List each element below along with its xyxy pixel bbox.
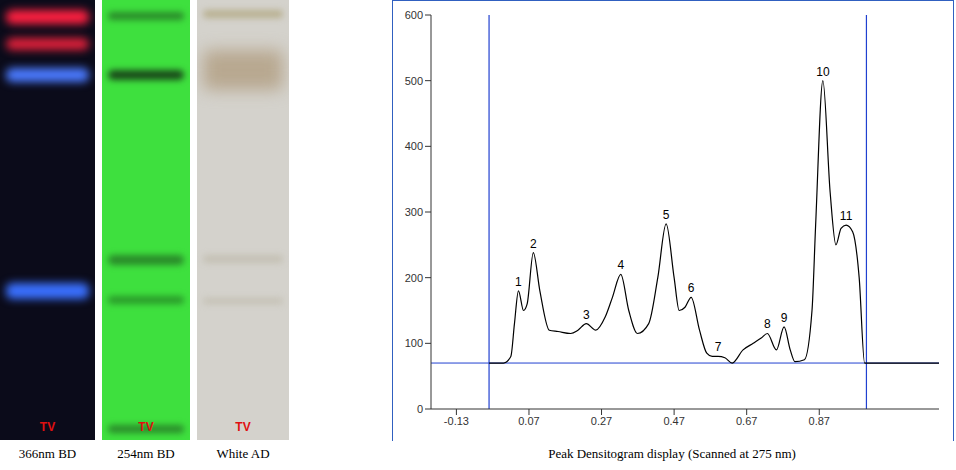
svg-text:0: 0 xyxy=(417,403,423,415)
svg-text:6: 6 xyxy=(688,281,695,295)
svg-text:8: 8 xyxy=(764,317,771,331)
html-text:366nm BD: 366nm BD xyxy=(18,446,77,461)
svg-text:3: 3 xyxy=(583,308,590,322)
svg-text:0.67: 0.67 xyxy=(736,415,757,427)
svg-text:10: 10 xyxy=(816,65,830,79)
svg-text:0.07: 0.07 xyxy=(518,415,539,427)
svg-text:300: 300 xyxy=(405,206,423,218)
svg-text:11: 11 xyxy=(840,209,853,223)
svg-text:100: 100 xyxy=(405,337,423,349)
html-text:White AD: White AD xyxy=(216,446,270,461)
svg-text:4: 4 xyxy=(617,258,624,272)
svg-text:5: 5 xyxy=(663,208,670,222)
svg-text:-0.13: -0.13 xyxy=(444,415,469,427)
svg-text:500: 500 xyxy=(405,75,423,87)
html-text:Peak Densitogram display (Scan: Peak Densitogram display (Scanned at 275… xyxy=(548,446,796,461)
svg-text:0.87: 0.87 xyxy=(809,415,830,427)
svg-text:0.47: 0.47 xyxy=(663,415,684,427)
svg-text:7: 7 xyxy=(715,340,722,354)
svg-text:400: 400 xyxy=(405,140,423,152)
svg-text:600: 600 xyxy=(405,9,423,21)
svg-text:200: 200 xyxy=(405,272,423,284)
svg-text:9: 9 xyxy=(781,311,788,325)
svg-text:0.27: 0.27 xyxy=(591,415,612,427)
html-text:TV: TV xyxy=(235,420,251,434)
svg-text:2: 2 xyxy=(530,237,537,251)
svg-text:1: 1 xyxy=(515,275,522,289)
html-text:254nm BD: 254nm BD xyxy=(117,446,175,461)
html-text:TV: TV xyxy=(39,420,56,434)
html-text:TV: TV xyxy=(138,420,154,434)
